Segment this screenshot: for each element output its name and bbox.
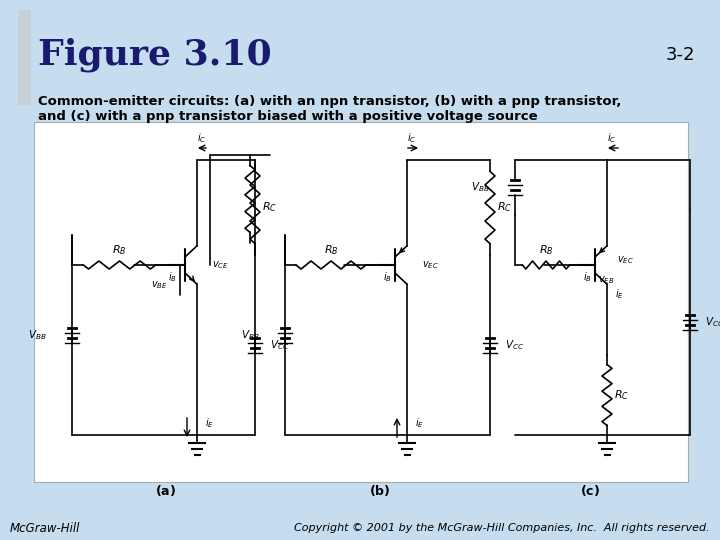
Text: $V_{BB}$: $V_{BB}$ [28, 328, 47, 342]
Text: $v_{EC}$: $v_{EC}$ [422, 259, 438, 271]
Text: $R_B$: $R_B$ [324, 243, 338, 257]
Bar [18, 10, 31, 105]
Text: $i_E$: $i_E$ [615, 287, 624, 301]
Text: $v_{EB}$: $v_{EB}$ [598, 274, 614, 286]
Text: $v_{CE}$: $v_{CE}$ [212, 259, 229, 271]
Text: Copyright © 2001 by the McGraw-Hill Companies, Inc.  All rights reserved.: Copyright © 2001 by the McGraw-Hill Comp… [294, 523, 710, 533]
Text: $i_B$: $i_B$ [168, 270, 176, 284]
Text: $\bf{(c)}$: $\bf{(c)}$ [580, 483, 600, 497]
Text: $R_B$: $R_B$ [539, 243, 553, 257]
Text: and (c) with a pnp transistor biased with a positive voltage source: and (c) with a pnp transistor biased wit… [38, 110, 538, 123]
Text: $\bf{(a)}$: $\bf{(a)}$ [155, 483, 176, 497]
Text: $i_E$: $i_E$ [205, 416, 214, 430]
Text: $\bf{(b)}$: $\bf{(b)}$ [369, 483, 391, 497]
Text: Common-emitter circuits: (a) with an npn transistor, (b) with a pnp transistor,: Common-emitter circuits: (a) with an npn… [38, 95, 621, 108]
Text: $i_E$: $i_E$ [415, 416, 424, 430]
Text: $R_C$: $R_C$ [262, 200, 278, 214]
Text: $R_B$: $R_B$ [112, 243, 127, 257]
Text: McGraw-Hill: McGraw-Hill [10, 522, 81, 535]
Bar [34, 122, 688, 482]
Text: $V_{BB}$: $V_{BB}$ [241, 328, 260, 342]
Text: $V_{BB}$: $V_{BB}$ [472, 180, 490, 194]
Text: $V_{CC}$: $V_{CC}$ [505, 338, 524, 352]
Text: $R_C$: $R_C$ [614, 388, 629, 402]
Text: $i_C$: $i_C$ [197, 131, 207, 145]
Text: $i_B$: $i_B$ [582, 270, 591, 284]
Text: $v_{EC}$: $v_{EC}$ [617, 254, 634, 266]
Text: $v_{BE}$: $v_{BE}$ [151, 279, 168, 291]
Text: $i_B$: $i_B$ [382, 270, 392, 284]
Text: $R_C$: $R_C$ [498, 200, 513, 214]
Text: $i_C$: $i_C$ [607, 131, 617, 145]
Text: $i_C$: $i_C$ [408, 131, 417, 145]
Text: 3-2: 3-2 [665, 46, 695, 64]
Text: Figure 3.10: Figure 3.10 [38, 38, 271, 72]
Text: $V_{CC}$: $V_{CC}$ [270, 338, 289, 352]
Text: $V_{CC}$: $V_{CC}$ [705, 315, 720, 329]
